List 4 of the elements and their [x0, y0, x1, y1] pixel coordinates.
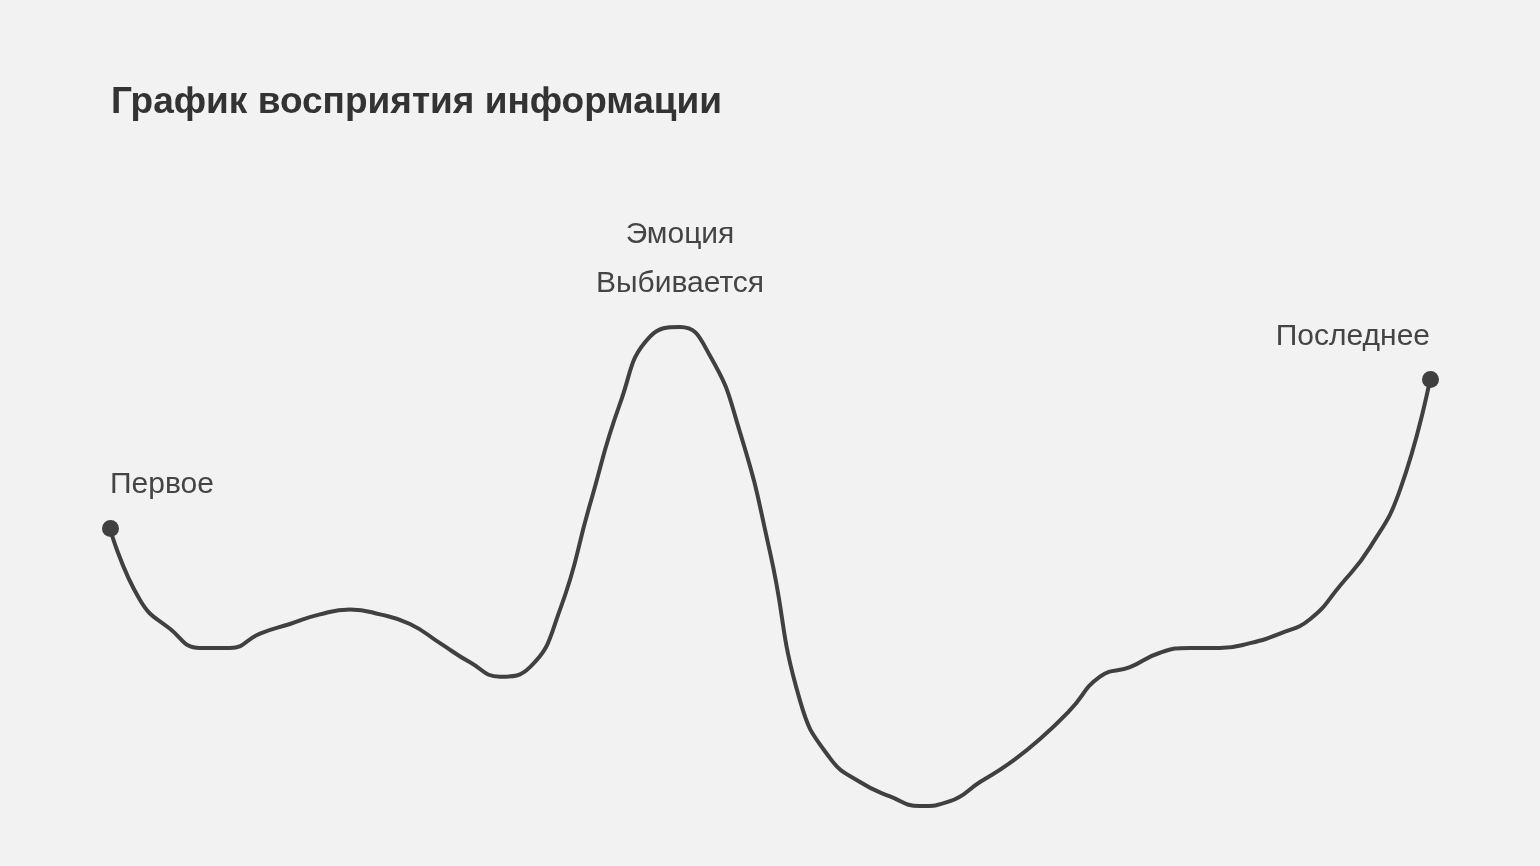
- annotation: Последнее: [1275, 317, 1430, 351]
- chart-title: График восприятия информации: [111, 80, 723, 121]
- annotation: Первое: [110, 466, 214, 500]
- annotation: Эмоция Выбивается: [595, 216, 765, 298]
